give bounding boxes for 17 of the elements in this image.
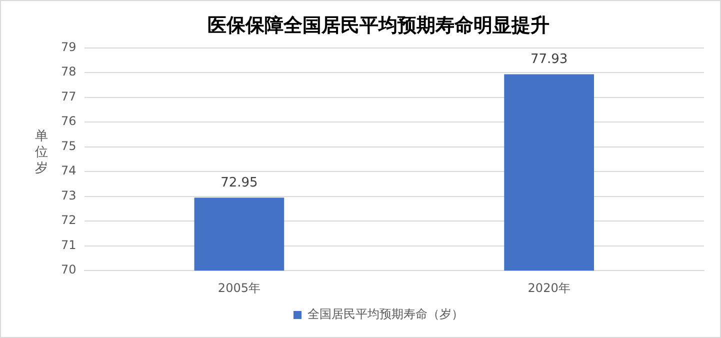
- y-tick-label: 76: [60, 114, 76, 128]
- y-tick-label: 70: [60, 262, 76, 277]
- chart-title: 医保保障全国居民平均预期寿命明显提升: [208, 14, 550, 36]
- data-label: 72.95: [220, 175, 258, 190]
- y-axis-title: 单位岁: [35, 129, 49, 177]
- y-tick-label: 75: [60, 138, 76, 153]
- data-label: 77.93: [530, 52, 568, 68]
- y-tick-label: 77: [60, 89, 76, 104]
- legend-label: 全国居民平均预期寿命（岁）: [308, 307, 464, 322]
- y-tick-label: 79: [60, 40, 76, 54]
- y-tick-label: 73: [60, 188, 76, 202]
- x-tick-label: 2005年: [218, 280, 260, 295]
- y-tick-label: 74: [60, 164, 76, 178]
- y-tick-label: 71: [60, 238, 76, 252]
- y-tick-label: 78: [60, 64, 76, 79]
- y-tick-label: 72: [60, 213, 76, 228]
- x-tick-label: 2020年: [528, 280, 570, 295]
